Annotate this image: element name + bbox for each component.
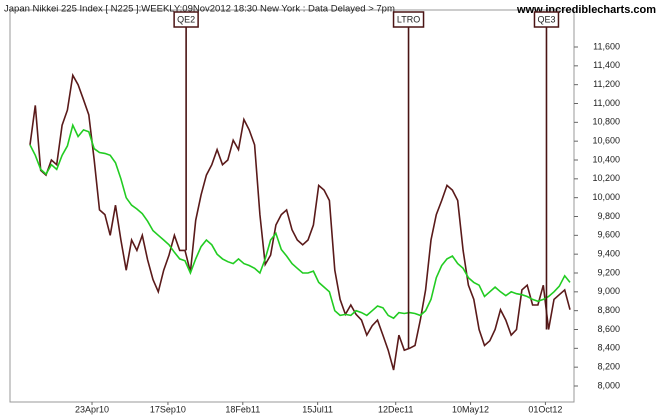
annotation-label: LTRO xyxy=(397,14,420,24)
y-tick-label: 8,600 xyxy=(597,324,620,334)
line-series xyxy=(29,122,571,320)
annotation-label: QE2 xyxy=(177,14,195,24)
y-tick-label: 10,600 xyxy=(592,136,620,146)
x-tick-label: 15Jul11 xyxy=(302,404,333,414)
plot-frame xyxy=(9,9,575,403)
x-tick-label: 12Dec11 xyxy=(378,404,413,414)
annotation-box xyxy=(392,11,425,28)
annotation-label: QE3 xyxy=(537,14,555,24)
y-tick-label: 11,400 xyxy=(593,60,620,70)
y-tick-label: 8,400 xyxy=(597,343,620,353)
y-tick-label: 9,600 xyxy=(597,230,620,240)
y-tick-label: 10,800 xyxy=(592,117,620,127)
y-tick-label: 10,400 xyxy=(592,154,620,164)
line-series xyxy=(29,72,571,371)
chart-title: Japan Nikkei 225 Index [ N225 ]:WEEKLY:0… xyxy=(4,4,395,15)
y-tick-label: 9,800 xyxy=(597,211,620,221)
y-tick-label: 9,200 xyxy=(597,267,620,277)
y-tick-label: 8,200 xyxy=(597,362,620,372)
y-tick-label: 9,400 xyxy=(597,249,620,259)
annotation-box xyxy=(533,11,560,28)
y-tick-label: 8,800 xyxy=(597,305,620,315)
y-tick-label: 10,200 xyxy=(592,173,620,183)
x-tick-label: 17Sep10 xyxy=(150,404,186,414)
y-tick-label: 11,000 xyxy=(593,98,620,108)
y-tick-label: 8,000 xyxy=(597,380,620,390)
y-tick-label: 10,000 xyxy=(592,192,620,202)
x-tick-label: 23Apr10 xyxy=(75,404,109,414)
annotation-box xyxy=(173,11,199,28)
x-tick-label: 10May12 xyxy=(452,404,489,414)
x-tick-label: 18Feb11 xyxy=(225,404,260,414)
y-tick-label: 11,600 xyxy=(593,41,620,51)
y-tick-label: 11,200 xyxy=(593,79,620,89)
x-tick-label: 01Oct12 xyxy=(528,404,562,414)
y-tick-label: 9,000 xyxy=(597,286,620,296)
